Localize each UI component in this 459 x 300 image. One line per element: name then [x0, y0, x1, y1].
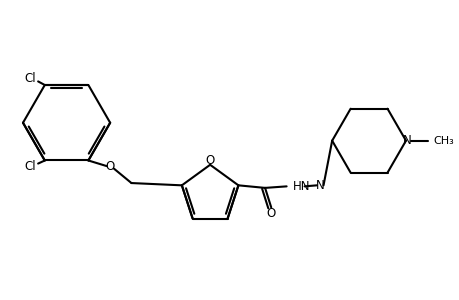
Text: O: O [105, 160, 114, 173]
Text: HN: HN [293, 180, 310, 193]
Text: N: N [315, 179, 324, 192]
Text: O: O [205, 154, 214, 167]
Text: O: O [266, 206, 275, 220]
Text: CH₃: CH₃ [433, 136, 453, 146]
Text: Cl: Cl [25, 72, 36, 86]
Text: N: N [402, 134, 410, 147]
Text: Cl: Cl [25, 160, 36, 173]
